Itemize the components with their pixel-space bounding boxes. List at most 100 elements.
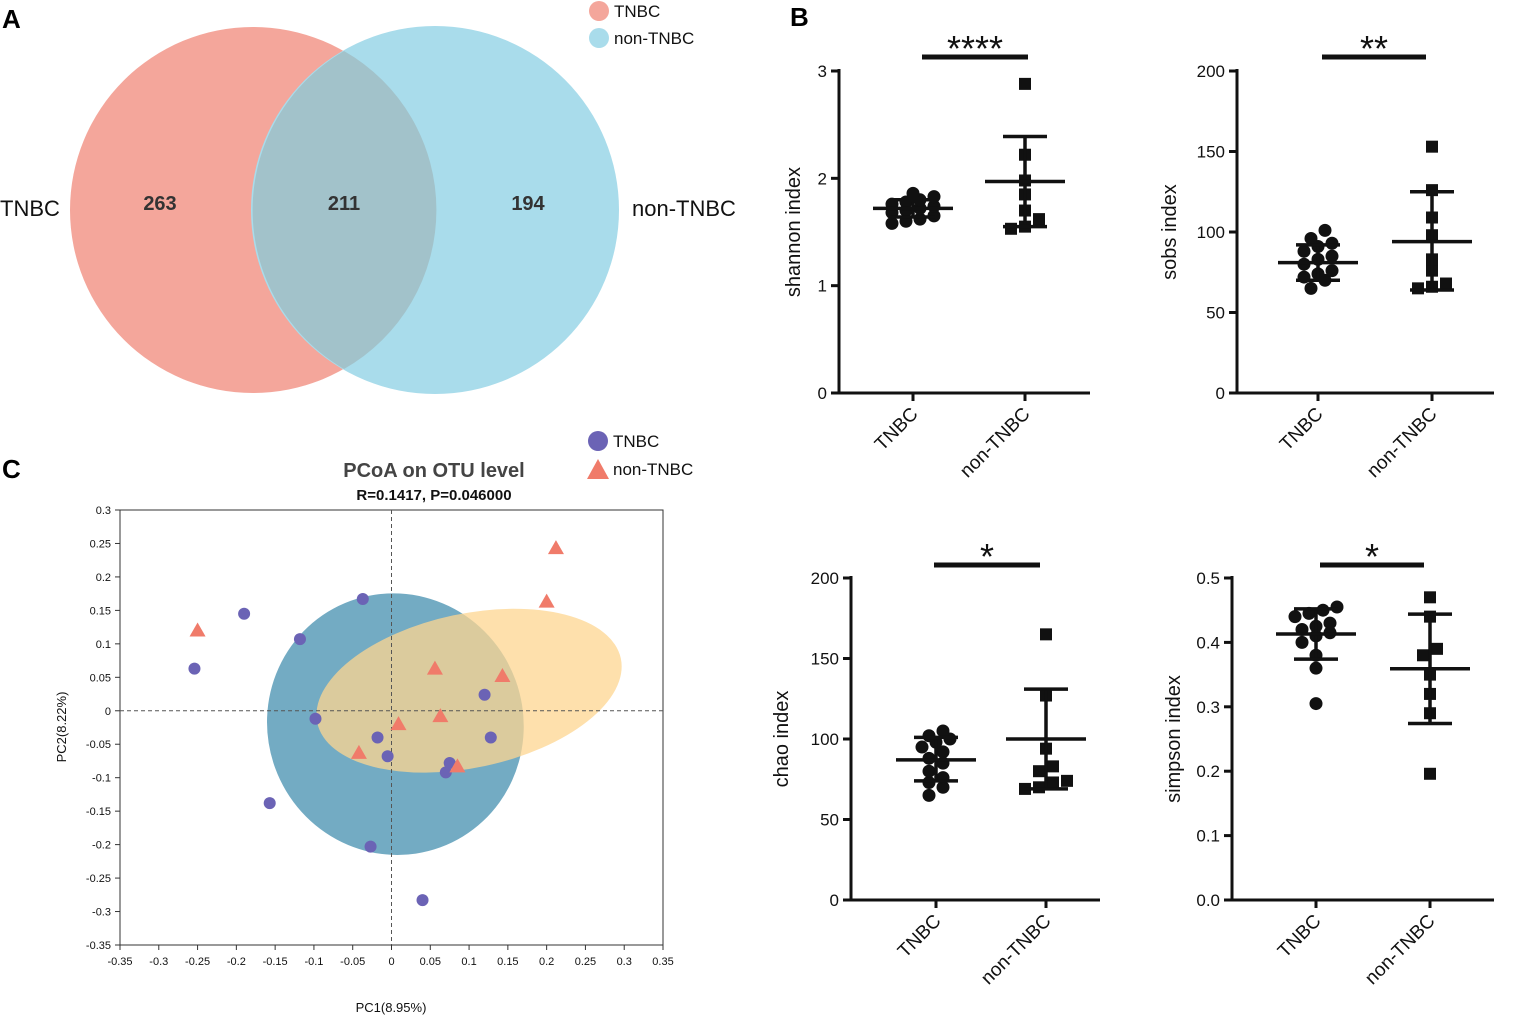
sobs-category-label: non-TNBC	[1363, 404, 1441, 482]
shannon-y-tick-label: 0	[818, 384, 827, 403]
panel-label-a: A	[2, 4, 21, 34]
pcoa-x-tick-label: 0.25	[575, 956, 596, 968]
sobs-point-tnbc	[1325, 249, 1339, 263]
simpson-point-tnbc	[1323, 616, 1337, 630]
pcoa-x-tick-label: 0.3	[617, 956, 632, 968]
chao-point-nontnbc	[1033, 765, 1045, 778]
sobs-significance-label: **	[1360, 28, 1388, 69]
pcoa-point-nontnbc	[432, 708, 449, 723]
sobs-y-axis-title: sobs index	[1159, 184, 1181, 280]
venn-left-label: TNBC	[0, 196, 60, 221]
pcoa-point-tnbc	[484, 731, 497, 744]
pcoa-x-tick-label: -0.05	[340, 956, 365, 968]
chao-point-tnbc	[922, 788, 936, 802]
chao-point-nontnbc	[1047, 760, 1059, 773]
pcoa-y-tick-label: -0.3	[92, 907, 111, 919]
pcoa-point-tnbc	[238, 607, 251, 620]
pcoa-x-tick-label: 0	[388, 956, 394, 968]
pcoa-point-tnbc	[371, 731, 384, 744]
pcoa-x-tick-label: -0.25	[185, 956, 210, 968]
chao-y-tick-label: 50	[820, 811, 839, 830]
simpson-y-tick-label: 0.0	[1196, 891, 1220, 910]
pcoa-point-tnbc	[439, 766, 452, 779]
pcoa-point-nontnbc	[426, 660, 443, 675]
simpson-point-tnbc	[1295, 635, 1309, 649]
simpson-point-nontnbc	[1417, 649, 1429, 662]
pcoa-point-nontnbc	[494, 667, 511, 682]
shannon-dot-plot: 0 1 2 3 shannon index TNBC non-TNBC ****	[783, 28, 1090, 482]
shannon-y-axis-title: shannon index	[783, 167, 805, 297]
pcoa-point-nontnbc	[538, 593, 555, 608]
sobs-y-tick-label: 50	[1206, 304, 1225, 323]
pcoa-point-tnbc	[293, 633, 306, 646]
sobs-y-tick-label: 150	[1197, 143, 1225, 162]
pcoa-point-tnbc	[263, 797, 276, 810]
venn-count-nontnbc: 194	[511, 193, 545, 215]
simpson-category-label: non-TNBC	[1361, 911, 1439, 989]
pcoa-y-tick-label: 0.2	[96, 572, 111, 584]
sobs-point-tnbc	[1318, 223, 1332, 237]
pcoa-y-tick-label: -0.15	[86, 806, 111, 818]
chao-dot-plot: 0 50 100 150 200 chao index TNBC non-TNBC *	[771, 536, 1100, 989]
simpson-point-tnbc	[1309, 661, 1323, 675]
pcoa-x-tick-label: 0.1	[461, 956, 476, 968]
simpson-dot-plot: 0.0 0.1 0.2 0.3 0.4 0.5 simpson index TNBC non-T…	[1163, 536, 1494, 989]
sobs-point-tnbc	[1304, 281, 1318, 295]
pcoa-y-tick-label: -0.2	[92, 840, 111, 852]
shannon-y-tick-label: 3	[818, 62, 827, 81]
chao-y-tick-label: 150	[811, 650, 839, 669]
chao-y-tick-label: 100	[811, 730, 839, 749]
venn-count-tnbc: 263	[143, 193, 176, 215]
pcoa-y-tick-label: 0.15	[90, 605, 111, 617]
panel-label-b: B	[790, 2, 809, 32]
panel-label-c: C	[2, 454, 21, 484]
venn-legend-nontnbc-label: non-TNBC	[614, 29, 694, 48]
pcoa-x-tick-label: 0.2	[539, 956, 554, 968]
shannon-point-tnbc	[885, 216, 899, 230]
pcoa-point-nontnbc	[189, 622, 206, 637]
simpson-y-tick-label: 0.2	[1196, 762, 1220, 781]
venn-count-shared: 211	[328, 193, 360, 215]
sobs-dot-plot: 0 50 100 150 200 sobs index TNBC non-TNBC **	[1159, 28, 1494, 482]
shannon-point-nontnbc	[1005, 222, 1017, 235]
pcoa-x-axis-title: PC1(8.95%)	[356, 1000, 427, 1015]
simpson-significance-label: *	[1365, 536, 1379, 577]
chao-point-tnbc	[922, 764, 936, 778]
simpson-category-label: TNBC	[1274, 911, 1325, 962]
shannon-significance-label: ****	[947, 28, 1003, 69]
pcoa-point-tnbc	[309, 712, 322, 725]
chao-point-nontnbc	[1061, 774, 1073, 787]
chao-point-tnbc	[915, 740, 929, 754]
pcoa-point-tnbc	[356, 593, 369, 606]
simpson-point-tnbc	[1330, 600, 1344, 614]
sobs-category-label: TNBC	[1276, 404, 1327, 455]
pcoa-point-tnbc	[416, 894, 429, 907]
simpson-point-tnbc	[1288, 610, 1302, 624]
pcoa-x-tick-label: 0.35	[652, 956, 673, 968]
pcoa-y-tick-label: 0.25	[90, 538, 111, 550]
shannon-y-tick-label: 1	[818, 277, 827, 296]
pcoa-point-tnbc	[364, 840, 377, 853]
pcoa-y-tick-label: 0.3	[96, 505, 111, 517]
pcoa-legend-tnbc-marker	[588, 431, 608, 451]
pcoa-plot-area: -0.35 -0.3 -0.25 -0.2 -0.15 -0.1 -0.05 0 0.05 0.1…	[86, 505, 674, 968]
pcoa-point-tnbc	[381, 750, 394, 763]
sobs-point-nontnbc	[1440, 277, 1452, 290]
simpson-y-tick-label: 0.1	[1196, 827, 1220, 846]
simpson-point-nontnbc	[1424, 591, 1436, 604]
pcoa-point-nontnbc	[390, 716, 407, 731]
venn-legend-tnbc-label: TNBC	[614, 2, 660, 21]
pcoa-x-tick-label: -0.35	[107, 956, 132, 968]
simpson-point-tnbc	[1309, 697, 1323, 711]
pcoa-point-nontnbc	[547, 540, 564, 555]
pcoa-title: PCoA on OTU level	[343, 460, 525, 482]
pcoa-point-nontnbc	[449, 758, 466, 773]
shannon-category-label: TNBC	[871, 404, 922, 455]
shannon-point-nontnbc	[1033, 213, 1045, 226]
chao-point-tnbc	[936, 745, 950, 759]
simpson-y-tick-label: 0.4	[1196, 633, 1220, 652]
shannon-point-tnbc	[906, 186, 920, 200]
venn-legend-tnbc-swatch	[589, 1, 609, 21]
